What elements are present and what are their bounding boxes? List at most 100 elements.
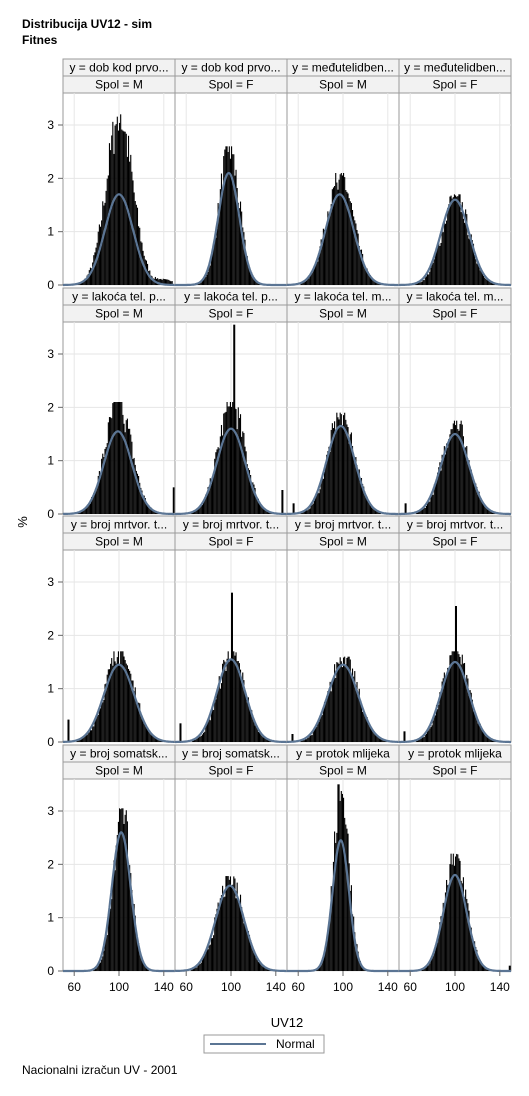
histogram-bar [376,736,378,742]
histogram-bar [447,447,449,514]
histogram-spike [231,592,233,742]
histogram-bar [453,420,455,514]
histogram-bar [220,173,223,285]
histogram-bar [318,967,320,971]
histogram-bar [419,511,421,514]
histogram-bar [113,651,115,742]
histogram-bar [262,507,264,514]
histogram-bar [199,506,201,514]
histogram-bar [323,471,326,514]
histogram-bar [99,962,102,971]
histogram-bar [265,509,267,514]
histogram-bar [449,434,451,514]
histogram-bar [315,496,317,514]
histogram-bar [322,958,324,971]
histogram-bar [418,282,420,285]
histogram-bar [483,275,485,285]
histogram-bar [111,658,113,742]
histogram-bar [343,657,345,742]
histogram-bar [461,883,463,971]
histogram-bar [219,898,221,971]
histogram-bar [110,150,112,285]
histogram-bar [218,909,220,971]
histogram-bar [378,738,380,742]
histogram-bar [459,194,461,285]
histogram-bar [97,475,99,514]
histogram-bar [484,733,486,742]
histogram-bar [320,714,322,742]
histogram-bar [457,429,459,514]
histogram-bar [245,928,247,971]
histogram-bar [256,726,258,742]
histogram-bar [425,733,427,742]
histogram-bar [470,692,472,742]
histogram-bar [105,683,107,742]
histogram-bar [488,281,490,285]
histogram-bar [430,267,432,285]
normal-curve [287,663,399,743]
histogram-bar [472,942,475,971]
histogram-bar [477,723,479,742]
histogram-bar [360,478,363,514]
histogram-bar [234,878,236,971]
histogram-bar [253,718,255,742]
histogram-bar [303,282,305,285]
histogram-bar [425,276,427,285]
histogram-bar [320,239,322,285]
histogram-bar [132,459,134,514]
histogram-bar [102,201,104,285]
histogram-bar [143,963,145,971]
histogram-bar [350,677,352,742]
histogram-bar [204,731,206,742]
histogram-bar [466,898,468,971]
histogram-bar [432,955,434,971]
histogram-bar [214,917,216,971]
histogram-bar [329,451,331,514]
histogram-bar [346,191,348,285]
histogram-bar [224,661,226,742]
histogram-bar [468,238,470,285]
histogram-bar [360,703,363,742]
histogram-bar [83,737,85,742]
histogram-bar [468,460,470,514]
histogram-bar [310,273,312,285]
histogram-bar [485,278,487,285]
histogram-bar [323,229,326,285]
histogram-bar [475,259,477,285]
histogram-bar [322,478,324,514]
histogram-bar [94,720,96,742]
histogram-bar [204,277,206,285]
histogram-bar [368,724,370,742]
histogram-bar [422,737,424,742]
histogram-bar [169,280,171,285]
histogram-bar [331,423,333,514]
histogram-bar [421,509,423,514]
histogram-bar [223,413,225,514]
histogram-bar [203,279,205,285]
histogram-bar [220,683,223,742]
histogram-bar [250,475,252,514]
histogram-bar [351,445,354,514]
histogram-bar [479,723,481,742]
histogram-bar [239,669,242,742]
histogram-bar [125,133,127,285]
histogram-bar [262,737,264,742]
histogram-spike [508,965,511,971]
histogram-spike [233,324,236,514]
x-tick-label: 100 [333,980,353,994]
histogram-bar [347,193,349,285]
panel-8: y = broj mrtvor. t... Spol = M 0 1 2 3 [47,515,176,749]
histogram-bar [477,263,479,285]
histogram-bar [141,956,143,971]
panel-14: y = protok mlijeka Spol = M 60 100 140 [286,744,400,994]
histogram-bar [335,433,337,514]
histogram-bar [326,940,328,971]
histogram-bar [332,187,335,285]
histogram-bar [237,661,239,742]
histogram-bar [309,508,311,514]
histogram-bar [216,908,218,971]
normal-curve [399,873,511,973]
histogram-bar [206,948,208,971]
histogram-bar [95,968,97,971]
histogram-bar [478,957,480,971]
